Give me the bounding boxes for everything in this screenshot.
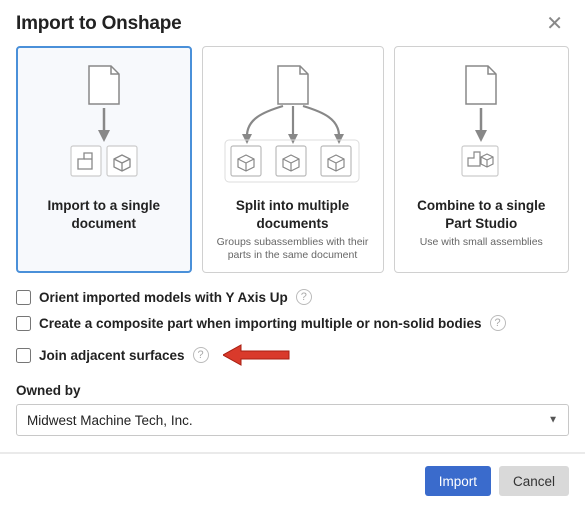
option-split-sub: Groups subassemblies with their parts in… [213,236,373,262]
split-documents-graphic [213,59,373,189]
dialog-footer: Import Cancel [0,453,585,510]
yaxis-checkbox[interactable] [16,290,31,305]
join-label: Join adjacent surfaces [39,348,185,363]
single-document-graphic [27,59,181,189]
join-checkbox[interactable] [16,348,31,363]
checkbox-row-join: Join adjacent surfaces ? [16,341,569,369]
option-single-title: Import to a single document [27,197,181,232]
option-combine-sub: Use with small assemblies [420,236,543,249]
ownedby-select[interactable]: Midwest Machine Tech, Inc. ▼ [16,404,569,436]
checkbox-row-composite: Create a composite part when importing m… [16,315,569,331]
composite-label: Create a composite part when importing m… [39,316,482,331]
annotation-arrow [223,341,293,369]
option-split-documents[interactable]: Split into multiple documents Groups sub… [202,46,384,273]
combine-partstudio-graphic [405,59,559,189]
dialog-header: Import to Onshape ✕ [16,12,569,36]
dialog-title: Import to Onshape [16,13,182,35]
help-icon[interactable]: ? [296,289,312,305]
help-icon[interactable]: ? [193,347,209,363]
import-button[interactable]: Import [425,466,491,496]
checkbox-row-yaxis: Orient imported models with Y Axis Up ? [16,289,569,305]
option-single-document[interactable]: Import to a single document [16,46,192,273]
cancel-button[interactable]: Cancel [499,466,569,496]
import-dialog: Import to Onshape ✕ [0,0,585,453]
close-icon: ✕ [546,13,563,35]
option-combine-title: Combine to a single Part Studio [405,197,559,232]
option-combine-partstudio[interactable]: Combine to a single Part Studio Use with… [394,46,570,273]
option-split-title: Split into multiple documents [213,197,373,232]
close-button[interactable]: ✕ [540,12,569,36]
ownedby-label: Owned by [16,383,569,398]
yaxis-label: Orient imported models with Y Axis Up [39,290,288,305]
import-options-row: Import to a single document [16,46,569,273]
composite-checkbox[interactable] [16,316,31,331]
ownedby-value: Midwest Machine Tech, Inc. [27,413,193,428]
help-icon[interactable]: ? [490,315,506,331]
chevron-down-icon: ▼ [548,415,558,426]
